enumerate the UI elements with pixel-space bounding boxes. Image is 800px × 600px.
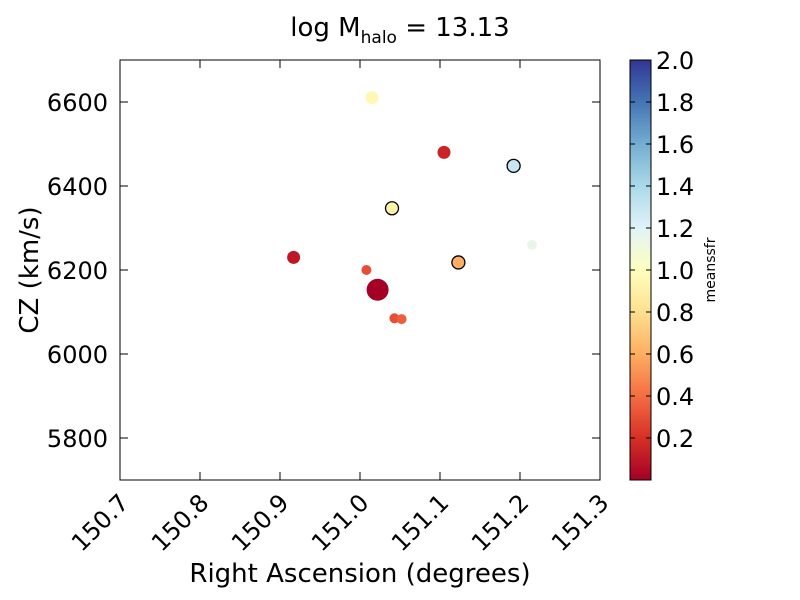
x-tick-label: 150.7 <box>66 489 134 557</box>
colorbar-tick-label: 0.4 <box>656 383 694 411</box>
x-tick-label: 150.8 <box>146 489 214 557</box>
chart-title-main: log M <box>290 13 360 43</box>
data-point <box>361 265 372 275</box>
colorbar-tick-label: 0.2 <box>656 425 694 453</box>
colorbar-tick-label: 1.2 <box>656 215 694 243</box>
x-tick-label: 151.3 <box>546 489 614 557</box>
colorbar-label: meanssfr <box>703 237 719 302</box>
y-tick-label: 6400 <box>47 173 108 201</box>
y-tick-labels: 5800 6000 6200 6400 6600 <box>47 89 108 453</box>
colorbar-tick-label: 0.6 <box>656 341 694 369</box>
x-tick-label: 151.1 <box>386 489 454 557</box>
colorbar-tick-label: 2.0 <box>656 47 694 75</box>
axis-ticks <box>119 60 601 480</box>
y-tick-label: 6600 <box>47 89 108 117</box>
data-point <box>527 239 537 250</box>
colorbar-ticks: 0.2 0.4 0.6 0.8 1.0 1.2 1.4 1.6 1.8 2.0 <box>630 47 694 453</box>
colorbar-tick-label: 0.8 <box>656 299 694 327</box>
colorbar-tick-label: 1.8 <box>656 89 694 117</box>
data-point <box>451 255 466 270</box>
data-point <box>437 145 451 159</box>
y-tick-label: 5800 <box>47 425 108 453</box>
y-tick-label: 6200 <box>47 257 108 285</box>
x-tick-label: 151.0 <box>306 489 374 557</box>
data-point <box>384 201 400 216</box>
y-axis-label: CZ (km/s) <box>15 206 45 333</box>
x-axis-label: Right Ascension (degrees) <box>189 559 530 589</box>
data-points <box>287 91 537 325</box>
y-tick-label: 6000 <box>47 341 108 369</box>
data-point <box>506 158 521 173</box>
data-point <box>366 278 389 301</box>
plot-area <box>119 59 601 481</box>
colorbar-tick-label: 1.6 <box>656 131 694 159</box>
x-tick-label: 151.2 <box>466 489 534 557</box>
chart-title-value: = 13.13 <box>397 13 510 43</box>
x-tick-labels: 150.7 150.8 150.9 151.0 151.1 151.2 151.3 <box>66 489 614 557</box>
chart-title: log Mhalo = 13.13 <box>290 13 509 48</box>
colorbar-tick-label: 1.4 <box>656 173 694 201</box>
chart-title-subscript: halo <box>361 28 397 48</box>
data-point <box>396 314 407 325</box>
colorbar-tick-label: 1.0 <box>656 257 694 285</box>
data-point <box>287 250 301 264</box>
data-point <box>365 91 379 105</box>
x-tick-label: 150.9 <box>226 489 294 557</box>
